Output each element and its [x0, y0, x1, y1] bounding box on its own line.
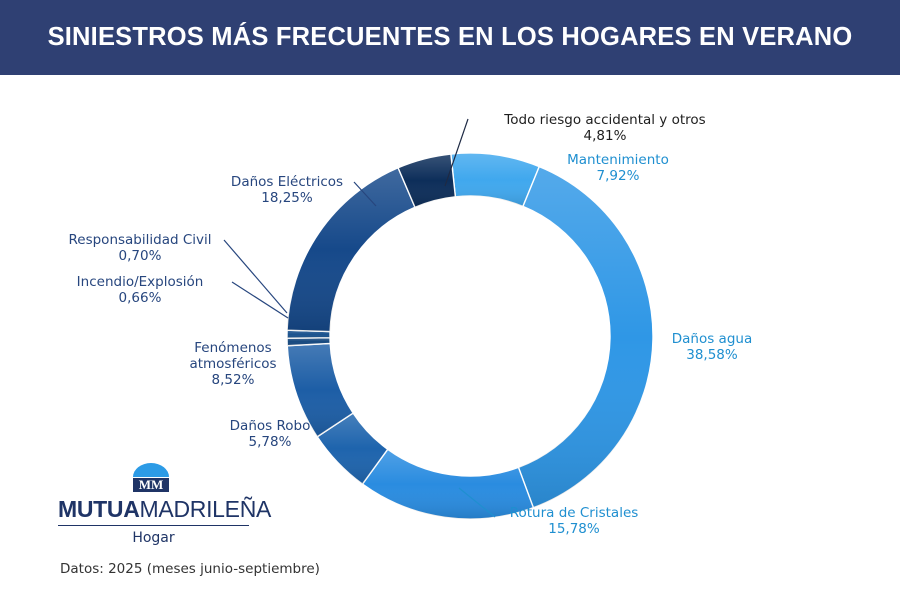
slice-label-todo-riesgo-accidental-y-otros: Todo riesgo accidental y otros: [503, 112, 705, 128]
brand-wordmark: MUTUAMADRILEÑA: [58, 496, 272, 522]
mm-logo-icon: MM: [133, 463, 169, 492]
slice-label-incendio-explosion: Incendio/Explosión: [77, 274, 204, 290]
data-source-note: Datos: 2025 (meses junio-septiembre): [60, 561, 320, 577]
slice-label-danos-robo: Daños Robo: [230, 418, 311, 434]
logo-subtitle: Hogar: [132, 530, 175, 546]
chart-slices: [286, 152, 654, 520]
chart-leader-lines: [223, 118, 496, 518]
mutua-madrilena-logo: MM MUTUAMADRILEÑA Hogar: [58, 462, 272, 546]
leader-danos-electricos: [353, 181, 377, 207]
slice-label-rotura-de-cristales: Rotura de Cristales: [510, 505, 639, 521]
slice-value-mantenimiento: 7,92%: [597, 168, 640, 184]
chart-title: SINIESTROS MÁS FRECUENTES EN LOS HOGARES…: [47, 23, 853, 51]
slice-value-todo-riesgo-accidental-y-otros: 4,81%: [584, 128, 627, 144]
slice-rotura-de-cristales: [361, 448, 535, 520]
leader-responsabilidad-civil: [223, 239, 288, 314]
slice-label-danos-agua: Daños agua: [672, 331, 752, 347]
slice-label-fenomenos-atmosfericos-1: Fenómenos: [194, 340, 271, 356]
slice-value-danos-agua: 38,58%: [686, 347, 738, 363]
slice-value-incendio-explosion: 0,66%: [119, 290, 162, 306]
slice-value-responsabilidad-civil: 0,70%: [119, 248, 162, 264]
slice-label-mantenimiento: Mantenimiento: [567, 152, 669, 168]
slice-label-fenomenos-atmosfericos-2: atmosféricos: [189, 356, 276, 372]
leader-todo-riesgo-accidental-y-otros: [444, 118, 469, 187]
slice-label-responsabilidad-civil: Responsabilidad Civil: [69, 232, 212, 248]
logo-mark-letters: MM: [139, 477, 164, 492]
slice-value-fenomenos-atmosfericos: 8,52%: [212, 372, 255, 388]
slice-label-danos-electricos: Daños Eléctricos: [231, 174, 343, 190]
slice-danos-agua: [517, 165, 654, 509]
slice-value-danos-electricos: 18,25%: [261, 190, 313, 206]
slice-value-rotura-de-cristales: 15,78%: [548, 521, 600, 537]
leader-rotura-de-cristales: [458, 487, 496, 518]
slice-value-danos-robo: 5,78%: [249, 434, 292, 450]
logo-divider: [58, 525, 249, 526]
leader-incendio-explosion: [231, 281, 289, 319]
title-banner: SINIESTROS MÁS FRECUENTES EN LOS HOGARES…: [0, 0, 900, 75]
